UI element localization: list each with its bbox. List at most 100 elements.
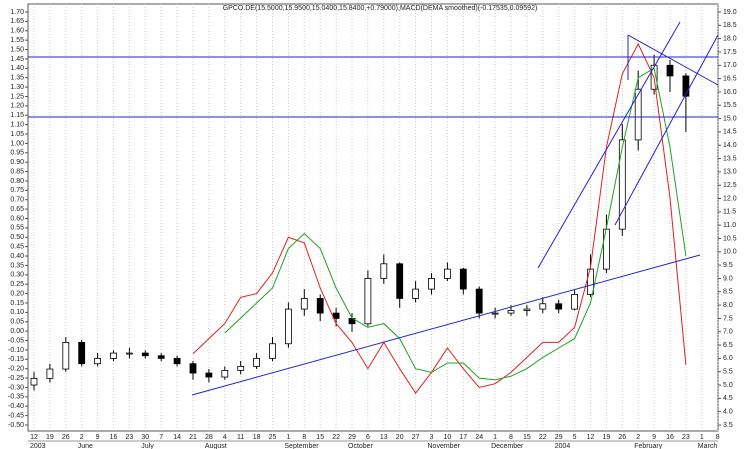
x-tick-label: 26 bbox=[618, 434, 626, 441]
y2-tick-label: 18.5 bbox=[723, 22, 737, 29]
y-tick-label: -0.25 bbox=[8, 375, 24, 382]
candle-body bbox=[126, 352, 133, 355]
y2-tick-label: 9.0 bbox=[723, 275, 733, 282]
wedge-trendline bbox=[627, 34, 719, 86]
y-tick-label: -0.50 bbox=[8, 422, 24, 429]
y-tick-label: 1.00 bbox=[10, 140, 24, 147]
candle-body bbox=[571, 294, 578, 310]
x-tick-label: 5 bbox=[573, 434, 577, 441]
y2-tick-label: 14.0 bbox=[723, 142, 737, 149]
x-tick-label: 9 bbox=[96, 434, 100, 441]
x-tick-label: 20 bbox=[396, 434, 404, 441]
candle-body bbox=[603, 228, 610, 270]
y-tick-label: 1.70 bbox=[10, 9, 24, 16]
support-trendline bbox=[191, 254, 701, 396]
month-label: October bbox=[348, 443, 374, 449]
candle-body bbox=[475, 288, 483, 314]
y-tick-label: 1.20 bbox=[10, 103, 24, 110]
month-label: August bbox=[205, 443, 227, 449]
y2-tick-label: 15.5 bbox=[723, 102, 737, 109]
y2-tick-label: 3.5 bbox=[723, 422, 733, 429]
y2-tick-label: 5.5 bbox=[723, 369, 733, 376]
x-tick-label: 12 bbox=[587, 434, 595, 441]
y-tick-label: 0.75 bbox=[10, 187, 24, 194]
x-tick-label: 29 bbox=[348, 434, 356, 441]
y-tick-label: 0.25 bbox=[10, 281, 24, 288]
macd-line bbox=[224, 67, 687, 381]
y2-tick-label: 10.0 bbox=[723, 249, 737, 256]
y2-tick-label: 17.0 bbox=[723, 62, 737, 69]
month-label: July bbox=[141, 443, 154, 449]
candle-body bbox=[141, 352, 149, 357]
y-tick-label: -0.15 bbox=[8, 356, 24, 363]
macd-line bbox=[192, 42, 687, 394]
trendlines bbox=[28, 21, 719, 396]
x-tick-label: 2 bbox=[80, 434, 84, 441]
month-label: 2004 bbox=[555, 443, 571, 449]
y-tick-label: 1.45 bbox=[10, 56, 24, 63]
y2-tick-label: 14.5 bbox=[723, 129, 737, 136]
x-tick-label: 8 bbox=[509, 434, 513, 441]
candle-body bbox=[459, 268, 467, 290]
x-tick-label: 17 bbox=[459, 434, 467, 441]
candle-body bbox=[110, 352, 117, 359]
y-tick-label: 1.25 bbox=[10, 93, 24, 100]
chart-title: GPCO.DE(15.5000,15.9500,15.0400,15.8400,… bbox=[223, 5, 538, 12]
candle-body bbox=[300, 298, 308, 310]
x-tick-label: 7 bbox=[159, 434, 163, 441]
x-tick-label: 22 bbox=[332, 434, 340, 441]
candle-body bbox=[94, 357, 101, 365]
y-tick-label: -0.10 bbox=[8, 347, 24, 354]
y-tick-label: 0.40 bbox=[10, 253, 24, 260]
candle-body bbox=[555, 303, 563, 310]
x-tick-label: 10 bbox=[444, 434, 452, 441]
y2-tick-label: 4.0 bbox=[723, 409, 733, 416]
y-tick-label: 0.50 bbox=[10, 234, 24, 241]
y2-tick-label: 13.0 bbox=[723, 169, 737, 176]
y2-tick-label: 12.5 bbox=[723, 182, 737, 189]
x-tick-label: 6 bbox=[366, 434, 370, 441]
y-tick-label: 0.20 bbox=[10, 290, 24, 297]
x-tick-label: 23 bbox=[682, 434, 690, 441]
y-tick-label: -0.30 bbox=[8, 384, 24, 391]
candle-body bbox=[587, 268, 594, 295]
y-tick-label: 1.10 bbox=[10, 121, 24, 128]
y-tick-label: 1.65 bbox=[10, 18, 24, 25]
x-tick-label: 25 bbox=[269, 434, 277, 441]
y-tick-label: 1.55 bbox=[10, 37, 24, 44]
y-tick-label: 0.45 bbox=[10, 244, 24, 251]
y-tick-label: 1.50 bbox=[10, 46, 24, 53]
y-tick-label: 0.30 bbox=[10, 272, 24, 279]
x-tick-label: 28 bbox=[205, 434, 213, 441]
candle-body bbox=[284, 308, 292, 345]
plot-layer: 1.70 1.65 1.60 1.55 1.50 1.45 1.40 1.35 1.30 1.25… bbox=[8, 4, 737, 449]
candle-body bbox=[443, 268, 451, 279]
x-tick-label: 19 bbox=[603, 434, 611, 441]
candle-body bbox=[634, 88, 642, 141]
candle-body bbox=[364, 278, 372, 325]
y2-tick-label: 10.5 bbox=[723, 235, 737, 242]
y-tick-label: 1.05 bbox=[10, 131, 24, 138]
candle-body bbox=[539, 303, 547, 310]
x-tick-label: 8 bbox=[302, 434, 306, 441]
x-tick-label: 15 bbox=[316, 434, 324, 441]
candle-body bbox=[332, 312, 340, 319]
y-tick-label: 0.85 bbox=[10, 168, 24, 175]
month-label: September bbox=[284, 443, 319, 449]
y2-tick-label: 18.0 bbox=[723, 35, 737, 42]
y-tick-label: 0.55 bbox=[10, 225, 24, 232]
x-tick-label: 4 bbox=[223, 434, 227, 441]
y-tick-label: 0.80 bbox=[10, 178, 24, 185]
candle-body bbox=[523, 308, 531, 311]
y2-tick-label: 16.0 bbox=[723, 89, 737, 96]
candle-body bbox=[221, 369, 229, 378]
y-tick-label: -0.35 bbox=[8, 394, 24, 401]
y-tick-label: 0.35 bbox=[10, 262, 24, 269]
candle-body bbox=[380, 263, 388, 279]
x-tick-label: 24 bbox=[475, 434, 483, 441]
y-tick-label: -0.20 bbox=[8, 366, 24, 373]
y-tick-label: 0.60 bbox=[10, 215, 24, 222]
candle-body bbox=[412, 288, 420, 299]
x-tick-label: 26 bbox=[62, 434, 70, 441]
